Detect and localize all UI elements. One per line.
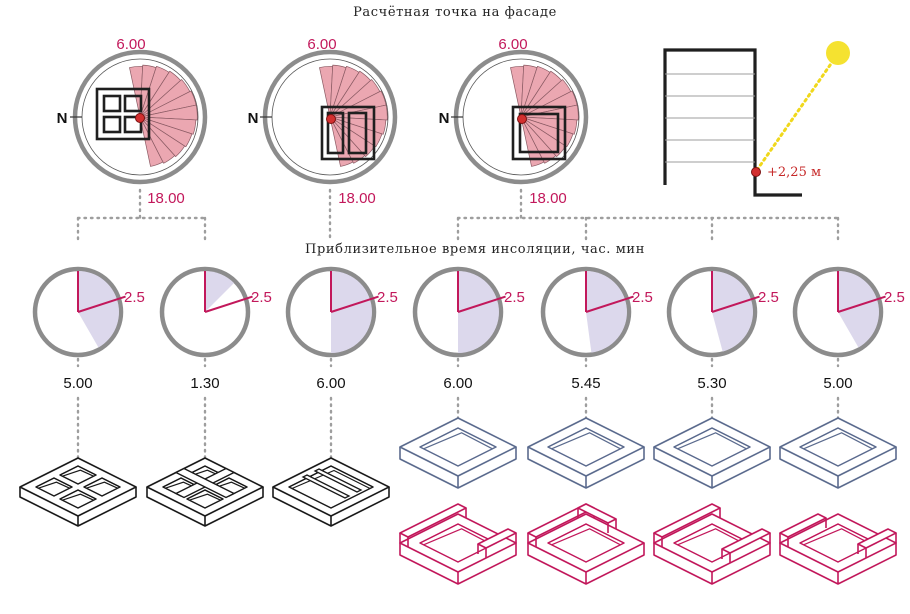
pie-slice	[712, 271, 753, 352]
pie-marker-line	[204, 295, 253, 313]
pie-marker-label: 2.5	[632, 289, 653, 306]
blue-iso-model	[399, 417, 517, 489]
sun-path-sector	[520, 116, 545, 167]
building-outline	[663, 48, 802, 197]
compass-dial-1	[70, 49, 208, 185]
compass-dial-2	[260, 49, 398, 185]
pie-marker-line	[457, 295, 506, 313]
facade-height-label: +2,25 м	[767, 165, 821, 180]
black-iso-model	[146, 457, 264, 527]
pie-slice	[458, 271, 499, 353]
compass-3-end-time: 18.00	[529, 190, 567, 207]
black-iso-model	[272, 457, 390, 527]
pink-iso-model	[653, 503, 771, 585]
compass-1-end-time: 18.00	[147, 190, 185, 207]
duration-label: 5.00	[823, 375, 852, 392]
sun-path-sector	[139, 116, 186, 157]
insolation-pies: 2.5 5.00 2.5 1.30 2.5 6.00 2.5 6.00 2.5 5.45 2.5 5.…	[32, 266, 905, 392]
insolation-pie: 2.5 5.45	[540, 266, 653, 392]
connector-lines-top	[76, 188, 840, 242]
pie-marker-label: 2.5	[377, 289, 398, 306]
sun-path-sector	[139, 104, 198, 121]
insolation-pie: 2.5 6.00	[285, 266, 398, 392]
insolation-pie: 2.5 1.30	[159, 266, 272, 392]
pie-marker-line	[77, 295, 126, 313]
pie-slice	[586, 271, 627, 353]
pie-slice	[331, 271, 372, 353]
pink-iso-model	[399, 503, 517, 585]
blue-iso-model	[527, 417, 645, 489]
compass-1-start-time: 6.00	[116, 36, 145, 53]
pink-iso-models	[399, 503, 897, 585]
insolation-pie: 2.5 5.00	[792, 266, 905, 392]
pie-marker-label: 2.5	[124, 289, 145, 306]
sun-ray	[755, 56, 837, 172]
pink-iso-model	[779, 513, 897, 585]
pie-marker-line	[837, 295, 886, 313]
title-facade-point: Расчётная точка на фасаде	[353, 5, 557, 20]
sun-path-sector	[329, 116, 354, 167]
compass-2-start-time: 6.00	[307, 36, 336, 53]
pie-slice	[838, 271, 879, 348]
compass-3-north-label: N	[439, 110, 450, 127]
pie-slice	[205, 271, 234, 312]
calc-point-marker	[326, 114, 336, 124]
insolation-pie: 2.5 5.30	[666, 266, 779, 392]
pie-marker-label: 2.5	[504, 289, 525, 306]
compass-2-end-time: 18.00	[338, 190, 376, 207]
facade-section: +2,25 м	[663, 41, 850, 197]
title-insolation-time: Приблизительное время инсоляции, час. ми…	[305, 242, 645, 257]
pie-marker-label: 2.5	[758, 289, 779, 306]
calc-point-marker	[517, 114, 527, 124]
insolation-pie: 2.5 5.00	[32, 266, 145, 392]
pie-marker-label: 2.5	[251, 289, 272, 306]
sun-path-sector	[520, 116, 574, 148]
sun-icon	[826, 41, 850, 65]
sun-path-sector	[139, 116, 164, 167]
compass-2-north-label: N	[248, 110, 259, 127]
duration-label: 6.00	[316, 375, 345, 392]
connector-lines-pies	[76, 357, 840, 368]
duration-label: 5.30	[697, 375, 726, 392]
pie-slice	[78, 271, 119, 348]
sun-path-sector	[139, 116, 193, 148]
building-plan-icon	[320, 105, 376, 161]
sun-path-fan	[510, 64, 579, 167]
duration-label: 6.00	[443, 375, 472, 392]
calc-point-marker	[751, 167, 761, 177]
pie-marker-line	[585, 295, 634, 313]
blue-iso-model	[653, 417, 771, 489]
blue-iso-model	[779, 417, 897, 489]
calc-point-marker	[135, 113, 145, 123]
insolation-pie: 2.5 6.00	[412, 266, 525, 392]
duration-label: 1.30	[190, 375, 219, 392]
pie-marker-label: 2.5	[884, 289, 905, 306]
duration-label: 5.00	[63, 375, 92, 392]
black-iso-models	[19, 457, 390, 527]
pie-marker-line	[711, 295, 760, 313]
pink-iso-model	[527, 503, 645, 585]
compass-dial-3	[451, 49, 589, 185]
floor-lines	[665, 73, 755, 163]
black-iso-model	[19, 457, 137, 527]
building-plan-icon	[95, 87, 151, 141]
compass-3-start-time: 6.00	[498, 36, 527, 53]
blue-iso-models	[399, 417, 897, 489]
building-plan-icon	[511, 105, 567, 161]
duration-label: 5.45	[571, 375, 600, 392]
pie-marker-line	[330, 295, 379, 313]
compass-1-north-label: N	[57, 110, 68, 127]
